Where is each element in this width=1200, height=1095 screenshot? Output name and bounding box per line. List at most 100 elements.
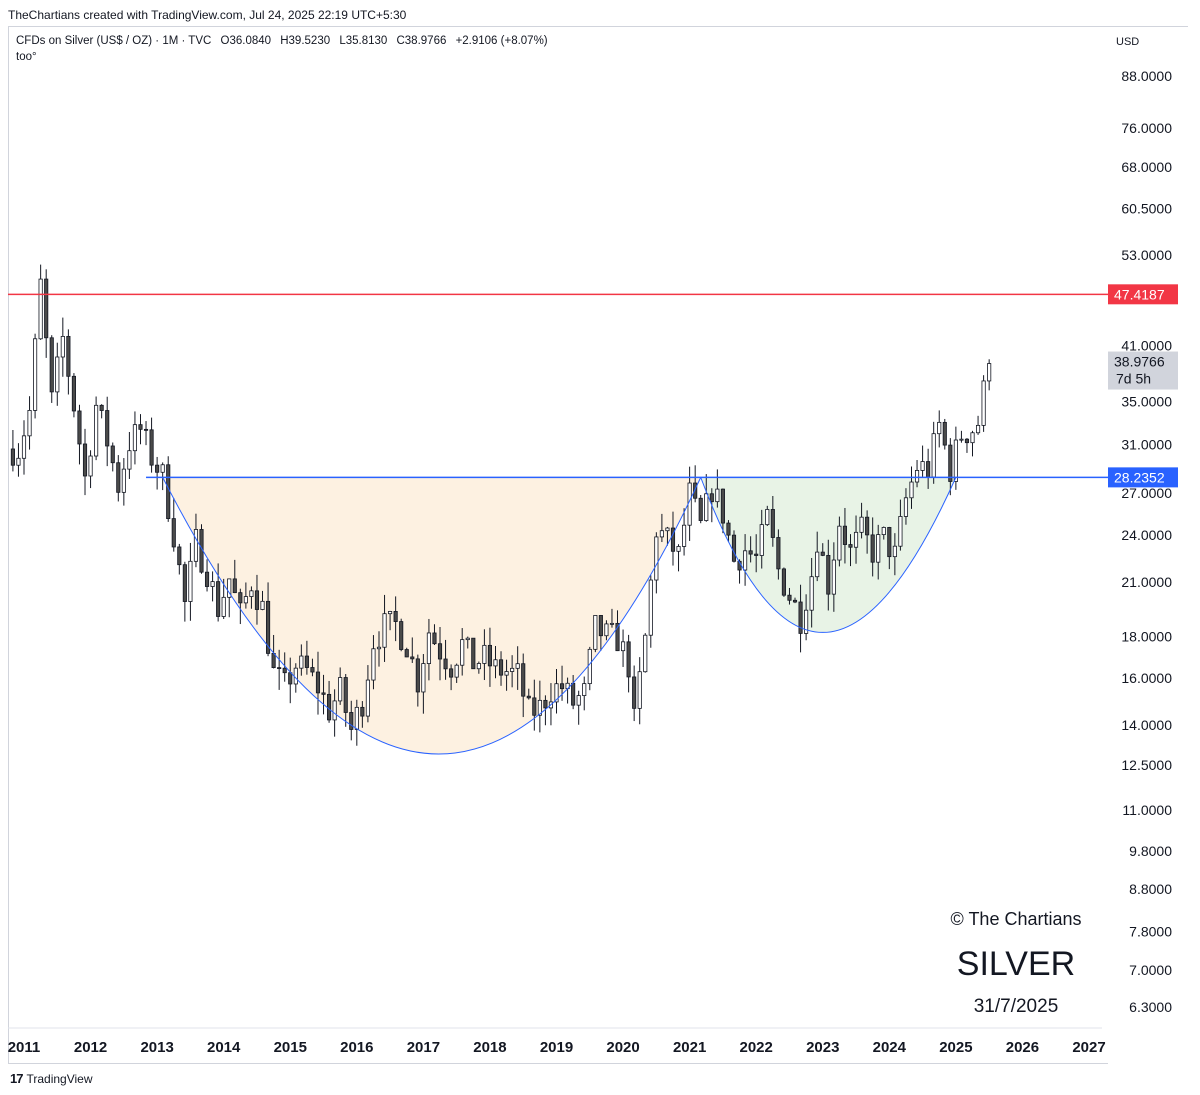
candle-body[interactable] [138, 424, 143, 430]
candle-body[interactable] [526, 695, 531, 699]
candle-body[interactable] [571, 682, 576, 706]
candle-body[interactable] [498, 659, 504, 676]
candle-body[interactable] [510, 667, 515, 672]
candle-body[interactable] [399, 621, 404, 650]
candle-body[interactable] [354, 706, 359, 730]
candle-body[interactable] [587, 648, 592, 685]
candle-body[interactable] [532, 697, 537, 716]
candle-body[interactable] [288, 672, 293, 685]
candle-body[interactable] [99, 404, 104, 411]
candle-body[interactable] [715, 488, 720, 503]
candle-body[interactable] [731, 534, 737, 562]
candle-body[interactable] [676, 546, 681, 552]
candle-body[interactable] [310, 667, 315, 673]
candle-body[interactable] [975, 424, 981, 434]
candle-body[interactable] [21, 435, 27, 459]
candle-body[interactable] [748, 550, 753, 555]
candle-body[interactable] [609, 622, 615, 625]
candle-body[interactable] [410, 656, 415, 660]
candle-body[interactable] [942, 421, 947, 446]
candle-body[interactable] [504, 671, 509, 676]
candle-body[interactable] [304, 655, 309, 668]
candle-body[interactable] [981, 380, 986, 426]
candle-body[interactable] [792, 599, 798, 603]
candle-body[interactable] [10, 448, 15, 466]
candle-body[interactable] [360, 706, 365, 717]
candle-body[interactable] [765, 509, 770, 526]
candle-body[interactable] [892, 545, 897, 558]
candle-body[interactable] [926, 461, 931, 478]
candle-body[interactable] [82, 443, 88, 477]
candle-body[interactable] [465, 637, 470, 641]
candle-body[interactable] [454, 664, 459, 678]
candle-body[interactable] [798, 601, 803, 634]
candle-body[interactable] [71, 375, 76, 412]
candle-body[interactable] [49, 337, 54, 393]
candle-body[interactable] [132, 424, 138, 452]
candle-body[interactable] [476, 663, 481, 670]
candle-body[interactable] [421, 663, 426, 693]
candle-body[interactable] [105, 410, 110, 447]
candle-body[interactable] [709, 493, 714, 503]
candle-body[interactable] [903, 497, 909, 517]
candle-body[interactable] [598, 615, 603, 637]
candle-body[interactable] [859, 516, 864, 533]
candle-body[interactable] [482, 644, 487, 664]
candle-body[interactable] [604, 623, 609, 637]
candle-body[interactable] [820, 551, 825, 556]
candle-body[interactable] [471, 637, 476, 670]
candle-body[interactable] [704, 493, 709, 521]
candle-body[interactable] [160, 464, 165, 473]
candle-body[interactable] [232, 578, 237, 594]
candle-body[interactable] [615, 622, 620, 652]
candle-body[interactable] [66, 335, 71, 377]
candle-body[interactable] [693, 482, 698, 499]
candle-body[interactable] [343, 677, 348, 713]
candle-body[interactable] [27, 410, 32, 437]
candle-body[interactable] [698, 497, 703, 521]
candle-body[interactable] [515, 663, 520, 669]
candle-body[interactable] [909, 481, 914, 499]
candle-body[interactable] [460, 639, 465, 666]
candle-body[interactable] [293, 667, 298, 685]
candle-body[interactable] [432, 632, 437, 645]
candle-body[interactable] [804, 609, 809, 634]
candle-body[interactable] [238, 592, 243, 604]
candle-body[interactable] [332, 700, 337, 721]
indicator-label[interactable]: too° [16, 51, 37, 63]
candle-body[interactable] [38, 278, 43, 340]
candle-body[interactable] [393, 611, 398, 622]
candle-body[interactable] [299, 655, 304, 669]
candle-body[interactable] [754, 553, 759, 556]
candle-body[interactable] [959, 438, 964, 441]
candle-body[interactable] [659, 530, 664, 538]
candle-body[interactable] [576, 695, 581, 706]
candle-body[interactable] [787, 594, 792, 601]
candle-body[interactable] [931, 433, 936, 478]
candle-body[interactable] [815, 551, 820, 578]
candle-body[interactable] [898, 516, 903, 547]
candle-body[interactable] [143, 428, 149, 431]
candle-body[interactable] [826, 554, 831, 595]
candle-body[interactable] [887, 527, 892, 558]
candle-body[interactable] [365, 679, 370, 717]
candle-body[interactable] [449, 668, 454, 678]
candle-body[interactable] [327, 693, 332, 721]
candle-body[interactable] [55, 356, 60, 393]
candle-body[interactable] [881, 527, 886, 536]
candle-body[interactable] [842, 525, 848, 545]
candle-body[interactable] [937, 421, 942, 435]
candle-body[interactable] [682, 524, 687, 547]
candle-body[interactable] [77, 410, 82, 445]
cup-curve[interactable] [162, 477, 702, 755]
candle-body[interactable] [620, 641, 626, 652]
candle-body[interactable] [166, 464, 171, 520]
candle-body[interactable] [582, 683, 587, 696]
symbol-label[interactable]: CFDs on Silver (US$ / OZ) · 1M · TVC [16, 35, 212, 47]
candle-body[interactable] [210, 581, 215, 587]
candle-body[interactable] [654, 536, 659, 581]
candle-body[interactable] [726, 522, 731, 536]
candle-body[interactable] [227, 578, 232, 598]
candle-body[interactable] [277, 667, 282, 670]
